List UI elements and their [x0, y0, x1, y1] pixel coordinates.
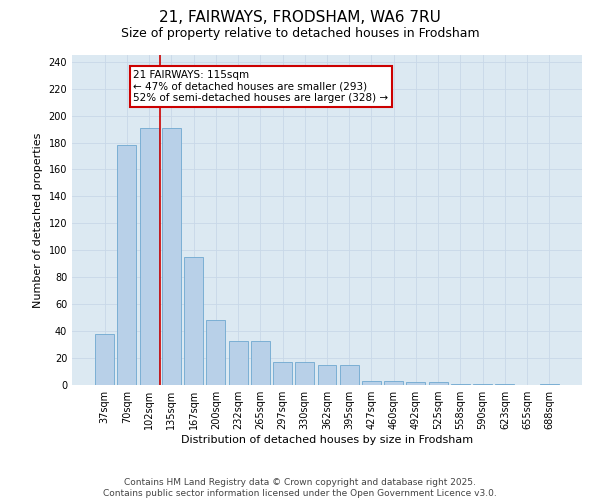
Bar	[317, 365, 337, 385]
Bar	[540, 384, 559, 385]
Bar	[95, 334, 114, 385]
Bar	[118, 145, 136, 385]
Bar	[384, 381, 403, 385]
Text: Size of property relative to detached houses in Frodsham: Size of property relative to detached ho…	[121, 28, 479, 40]
Bar	[496, 384, 514, 385]
Bar	[273, 362, 292, 385]
Bar	[184, 257, 203, 385]
Text: 21, FAIRWAYS, FRODSHAM, WA6 7RU: 21, FAIRWAYS, FRODSHAM, WA6 7RU	[159, 10, 441, 25]
Bar	[429, 382, 448, 385]
Bar	[140, 128, 158, 385]
Text: 21 FAIRWAYS: 115sqm
← 47% of detached houses are smaller (293)
52% of semi-detac: 21 FAIRWAYS: 115sqm ← 47% of detached ho…	[133, 70, 388, 103]
Y-axis label: Number of detached properties: Number of detached properties	[33, 132, 43, 308]
X-axis label: Distribution of detached houses by size in Frodsham: Distribution of detached houses by size …	[181, 435, 473, 445]
Bar	[451, 384, 470, 385]
Text: Contains HM Land Registry data © Crown copyright and database right 2025.
Contai: Contains HM Land Registry data © Crown c…	[103, 478, 497, 498]
Bar	[473, 384, 492, 385]
Bar	[340, 365, 359, 385]
Bar	[295, 362, 314, 385]
Bar	[162, 128, 181, 385]
Bar	[251, 340, 270, 385]
Bar	[206, 320, 225, 385]
Bar	[229, 340, 248, 385]
Bar	[362, 381, 381, 385]
Bar	[406, 382, 425, 385]
